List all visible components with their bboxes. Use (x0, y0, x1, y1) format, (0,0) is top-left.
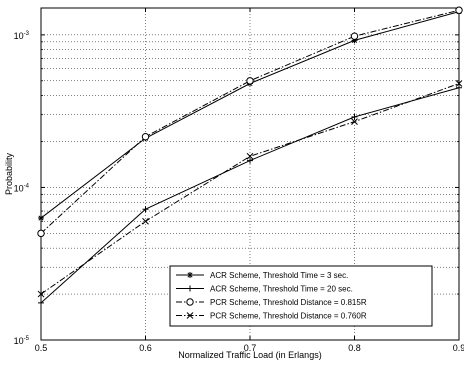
legend-entry-label: ACR Scheme, Threshold Time = 20 sec. (210, 285, 353, 294)
y-axis-ticks: 10-5 10-4 10-3 (14, 31, 459, 346)
marker-asterisk (187, 272, 193, 278)
marker-x (186, 312, 194, 319)
legend-entry-label: PCR Scheme, Threshold Distance = 0.815R (210, 298, 367, 307)
marker-circle (455, 6, 463, 14)
marker-plus (247, 157, 253, 164)
series-line (40, 9, 460, 234)
marker-x (37, 290, 45, 298)
marker-asterisk (351, 37, 358, 44)
marker-circle (37, 229, 45, 238)
marker-x (455, 80, 463, 87)
legend-box (169, 265, 433, 327)
marker-circle (350, 32, 359, 40)
marker-plus (456, 84, 462, 91)
marker-circle (186, 298, 194, 306)
marker-plus (187, 285, 193, 292)
x-tick-label: 0.6 (139, 343, 152, 353)
x-tick-label: 0.8 (348, 343, 361, 353)
marker-plus (351, 113, 358, 120)
y-tick-exponent: -4 (24, 183, 30, 189)
marker-x (142, 217, 149, 225)
series-line (40, 11, 460, 219)
x-tick-label: 0.9 (453, 343, 464, 353)
y-tick-exponent: -5 (24, 336, 30, 342)
series-3 (37, 6, 463, 238)
y-tick-exponent: -3 (24, 31, 30, 37)
marker-circle (141, 133, 150, 141)
marker-plus (142, 206, 149, 213)
y-tick-label: 10-5 (14, 336, 30, 346)
y-tick-label: 10-3 (14, 31, 30, 41)
marker-x (246, 152, 254, 160)
marker-circle (246, 77, 254, 85)
x-axis-label: Normalized Traffic Load (in Erlangs) (178, 350, 321, 360)
marker-x (351, 118, 358, 125)
x-tick-label: 0.7 (244, 343, 257, 353)
marker-asterisk (38, 215, 44, 222)
y-tick-label: 10-4 (14, 183, 30, 193)
marker-plus (38, 299, 44, 306)
series-2 (38, 84, 462, 306)
series-4 (37, 80, 463, 298)
legend-entry-label: PCR Scheme, Threshold Distance = 0.760R (210, 312, 367, 321)
legend: ACR Scheme, Threshold Time = 3 sec. ACR S… (169, 265, 433, 327)
legend-entry-label: ACR Scheme, Threshold Time = 3 sec. (210, 271, 348, 280)
y-axis-label: Probability (4, 152, 14, 195)
series-group (37, 6, 463, 306)
x-axis-ticks: 0.5 0.6 0.7 0.8 0.9 (35, 8, 464, 353)
x-tick-label: 0.5 (35, 343, 48, 353)
